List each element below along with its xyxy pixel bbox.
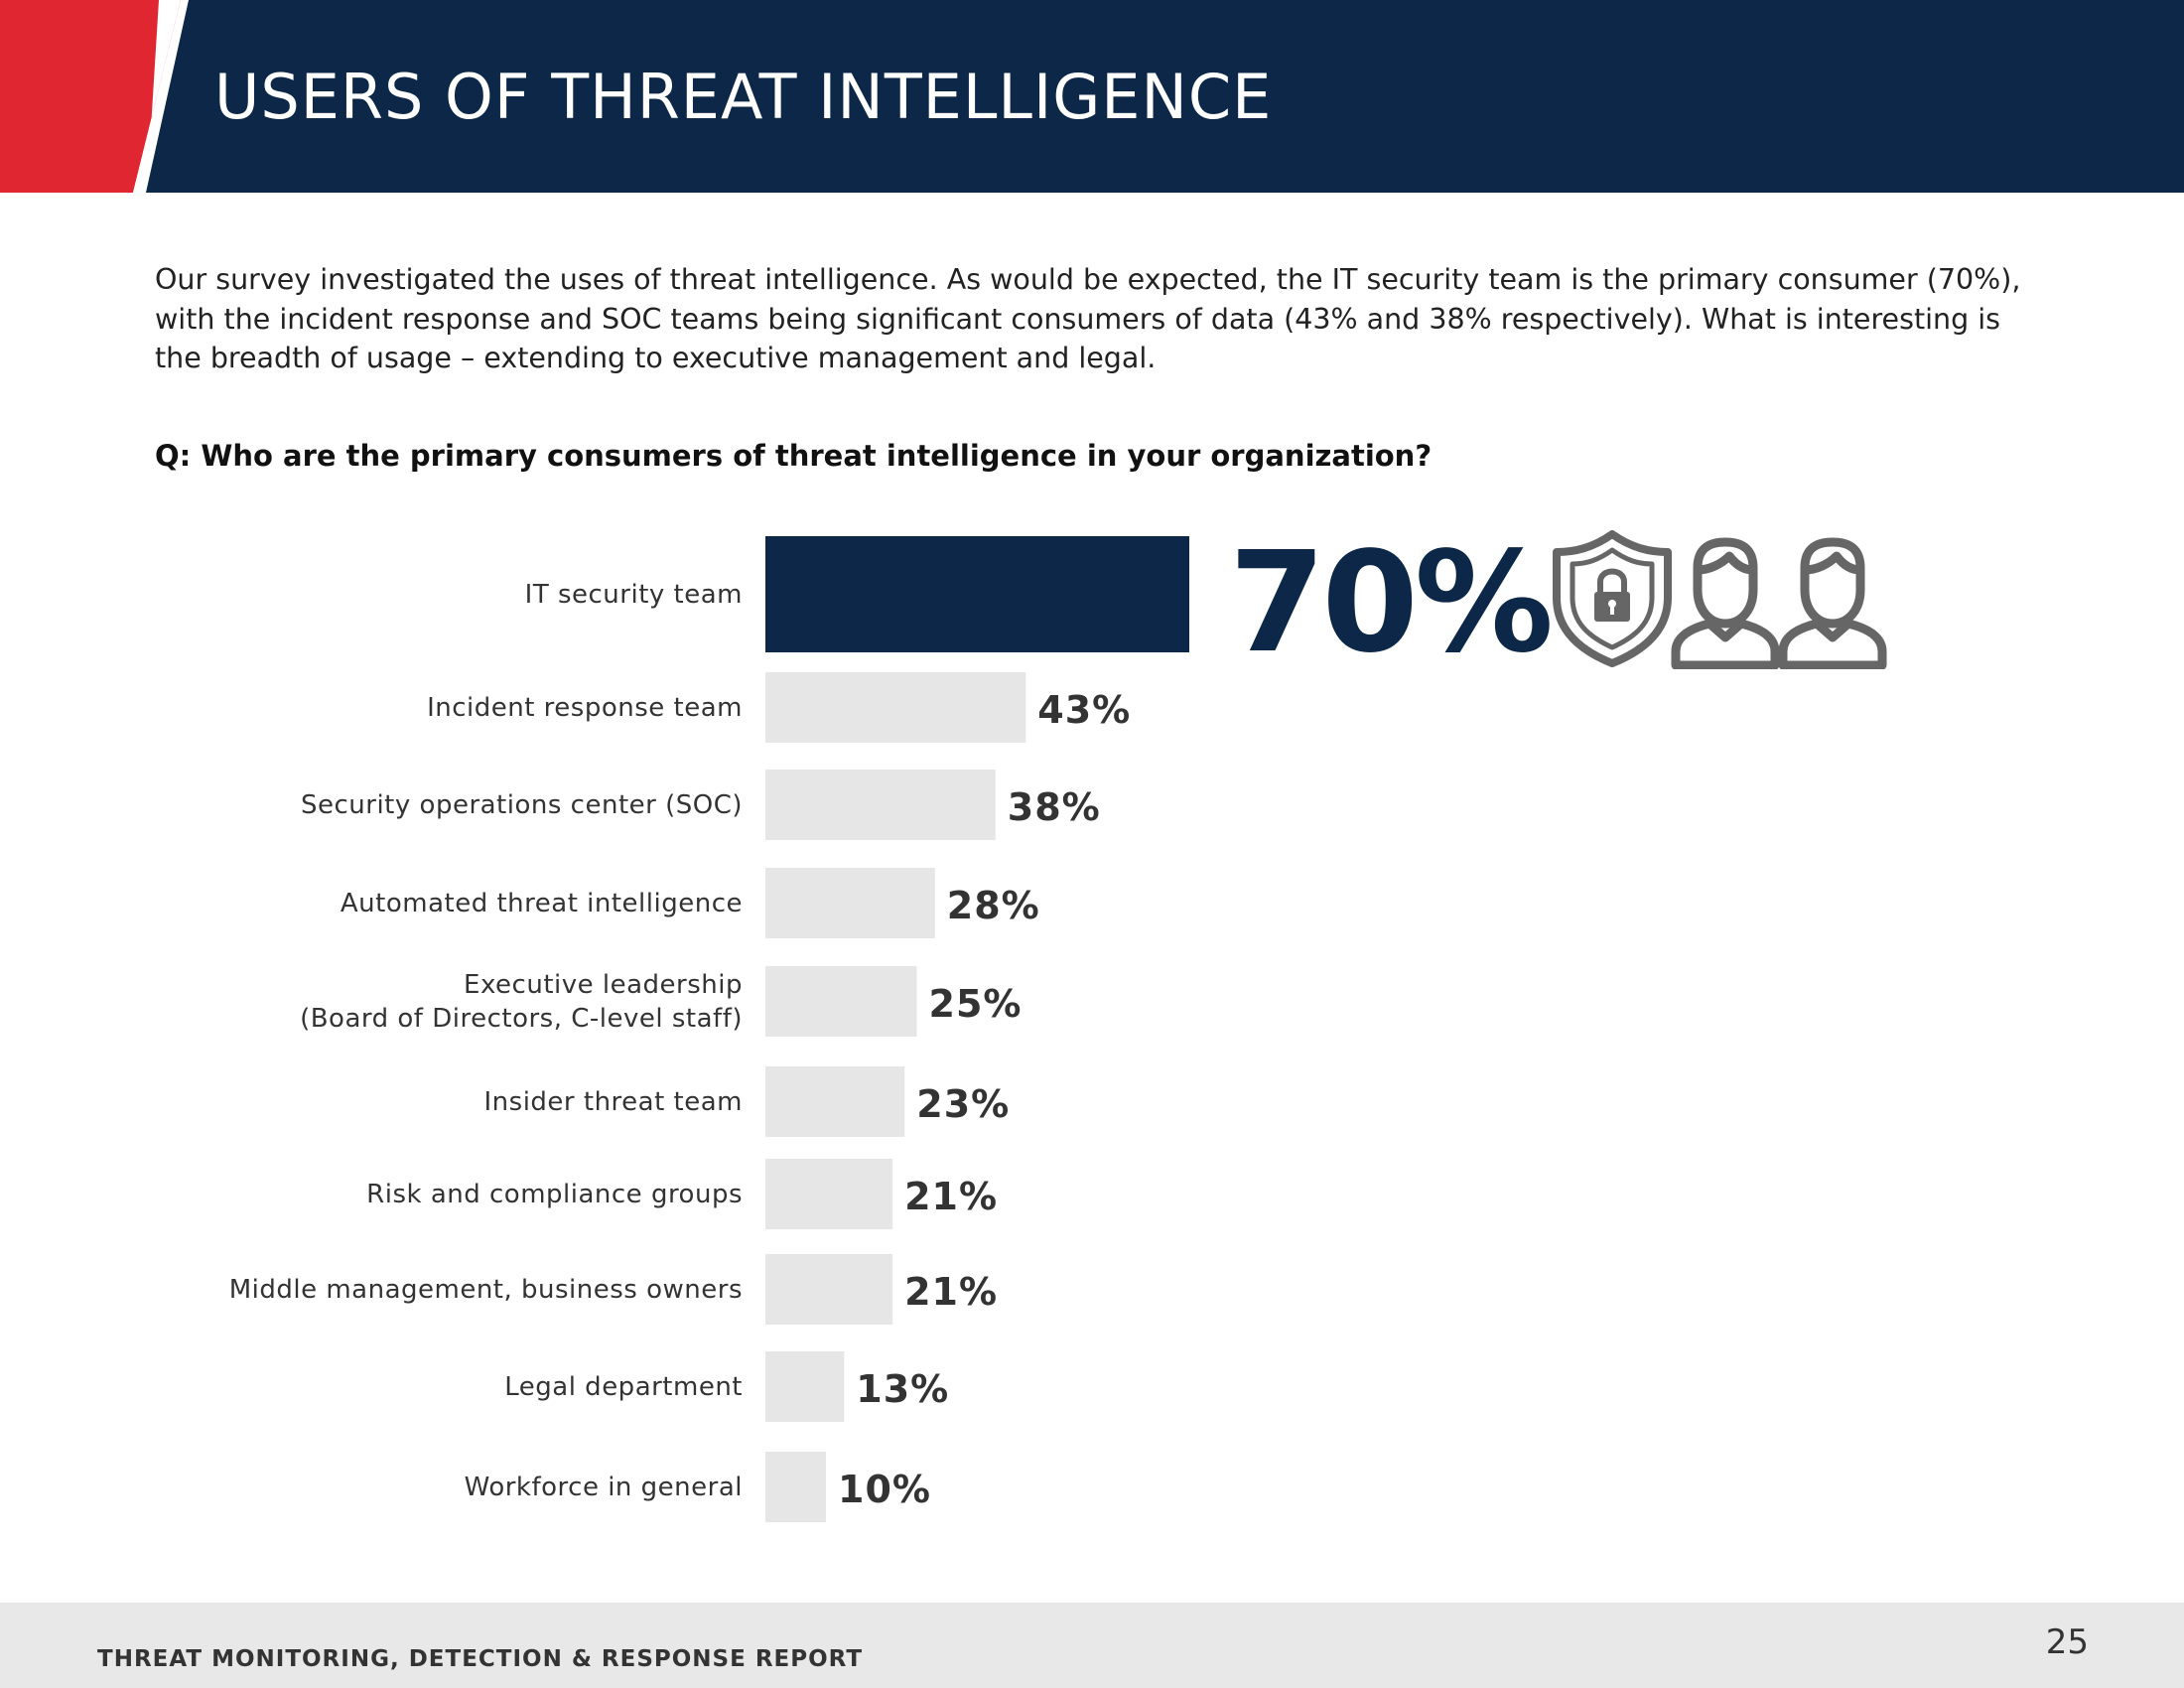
value-label: 28% bbox=[946, 883, 1040, 927]
page-footer: THREAT MONITORING, DETECTION & RESPONSE … bbox=[0, 1603, 2184, 1688]
highlight-value-label: 70% bbox=[1229, 522, 1554, 684]
category-label: Legal department bbox=[504, 1371, 743, 1402]
header-banner: USERS OF THREAT INTELLIGENCE bbox=[0, 0, 2184, 193]
bar bbox=[765, 672, 1026, 743]
header-background bbox=[0, 0, 2184, 193]
page-number: 25 bbox=[2045, 1622, 2089, 1662]
footer-report-title: THREAT MONITORING, DETECTION & RESPONSE … bbox=[97, 1646, 864, 1672]
category-label: Executive leadership (Board of Directors,… bbox=[300, 969, 743, 1034]
shield-lock-icon bbox=[1553, 530, 1672, 667]
bar bbox=[765, 1159, 893, 1229]
bar bbox=[765, 966, 917, 1037]
category-label: Insider threat team bbox=[483, 1086, 743, 1117]
intro-paragraph: Our survey investigated the uses of thre… bbox=[155, 263, 2021, 374]
value-label: 10% bbox=[838, 1467, 931, 1511]
value-label: 38% bbox=[1007, 784, 1101, 829]
category-label: Incident response team bbox=[427, 692, 743, 723]
value-label: 21% bbox=[904, 1269, 999, 1314]
highlight-icons bbox=[1553, 528, 1890, 673]
bar bbox=[765, 1254, 893, 1325]
value-label: 21% bbox=[904, 1174, 999, 1218]
bar bbox=[765, 868, 935, 938]
header-title-bar bbox=[146, 0, 2184, 193]
bar bbox=[765, 770, 996, 840]
bar bbox=[765, 1452, 826, 1522]
category-label: Workforce in general bbox=[464, 1472, 743, 1502]
category-label: Risk and compliance groups bbox=[366, 1179, 743, 1209]
value-label: 25% bbox=[928, 981, 1023, 1026]
bar bbox=[765, 1351, 845, 1422]
user-icon bbox=[1778, 537, 1887, 670]
page-title: USERS OF THREAT INTELLIGENCE bbox=[214, 61, 1273, 133]
category-label: IT security team bbox=[524, 579, 743, 610]
survey-question: Q: Who are the primary consumers of thre… bbox=[155, 439, 1433, 473]
category-label: Automated threat intelligence bbox=[340, 888, 743, 918]
user-icon bbox=[1671, 537, 1780, 670]
bar bbox=[765, 536, 1189, 652]
value-label: 23% bbox=[916, 1081, 1011, 1126]
value-label: 13% bbox=[856, 1366, 950, 1411]
category-label: Middle management, business owners bbox=[228, 1274, 743, 1305]
category-label: Security operations center (SOC) bbox=[301, 789, 743, 820]
header-accent-stripe bbox=[0, 0, 181, 193]
value-label: 43% bbox=[1037, 687, 1132, 732]
bar bbox=[765, 1066, 905, 1137]
